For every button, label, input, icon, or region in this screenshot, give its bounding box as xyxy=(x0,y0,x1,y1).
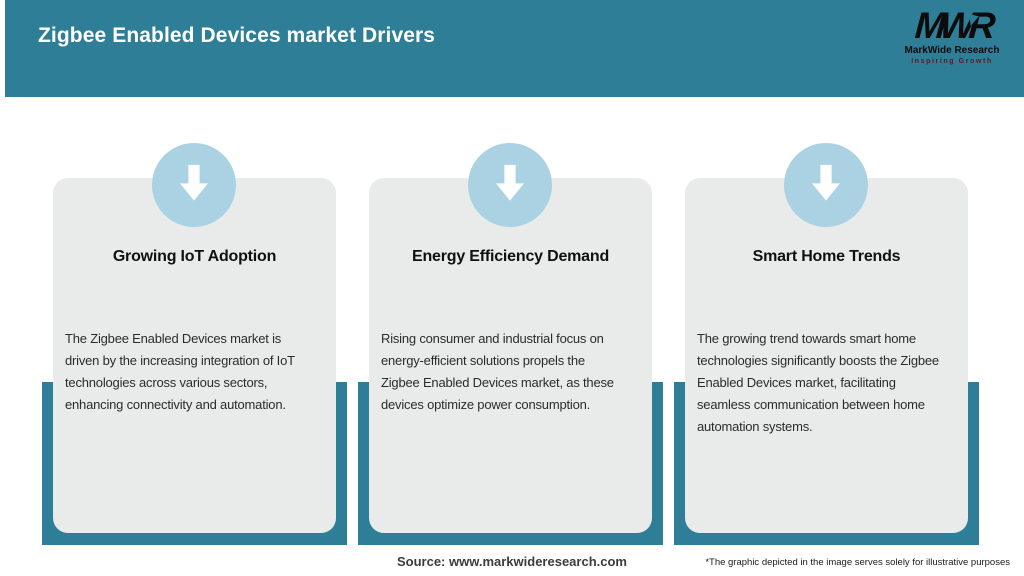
driver-card: Energy Efficiency Demand Rising consumer… xyxy=(369,178,652,533)
driver-card: Smart Home Trends The growing trend towa… xyxy=(685,178,968,533)
footer-disclaimer: *The graphic depicted in the image serve… xyxy=(705,557,1010,568)
logo-tagline: Inspiring Growth xyxy=(911,58,993,65)
card-title: Energy Efficiency Demand xyxy=(411,248,610,265)
card-body: The Zigbee Enabled Devices market is dri… xyxy=(65,331,295,412)
arrow-down-icon xyxy=(152,143,236,227)
card-body: The growing trend towards smart home tec… xyxy=(697,331,939,434)
card-body: Rising consumer and industrial focus on … xyxy=(381,331,614,412)
footer-source: Source: www.markwideresearch.com xyxy=(396,554,627,569)
card-title: Smart Home Trends xyxy=(752,248,901,265)
logo-monogram-text: MWR xyxy=(913,5,991,46)
page-title: Zigbee Enabled Devices market Drivers xyxy=(38,24,436,47)
driver-column-smart-home-trends: Smart Home Trends The growing trend towa… xyxy=(674,141,979,545)
card-title: Growing IoT Adoption xyxy=(112,248,277,265)
markwide-research-logo: MWR MarkWide Research Inspiring Growth xyxy=(892,5,1012,65)
driver-column-energy-efficiency-demand: Energy Efficiency Demand Rising consumer… xyxy=(358,141,663,545)
arrow-down-icon xyxy=(468,143,552,227)
header-bar: Zigbee Enabled Devices market Drivers MW… xyxy=(5,0,1024,97)
driver-column-growing-iot-adoption: Growing IoT Adoption The Zigbee Enabled … xyxy=(42,141,347,545)
driver-card: Growing IoT Adoption The Zigbee Enabled … xyxy=(53,178,336,533)
logo-name: MarkWide Research xyxy=(904,45,1000,56)
logo-monogram: MWR xyxy=(913,5,991,46)
arrow-down-icon xyxy=(784,143,868,227)
